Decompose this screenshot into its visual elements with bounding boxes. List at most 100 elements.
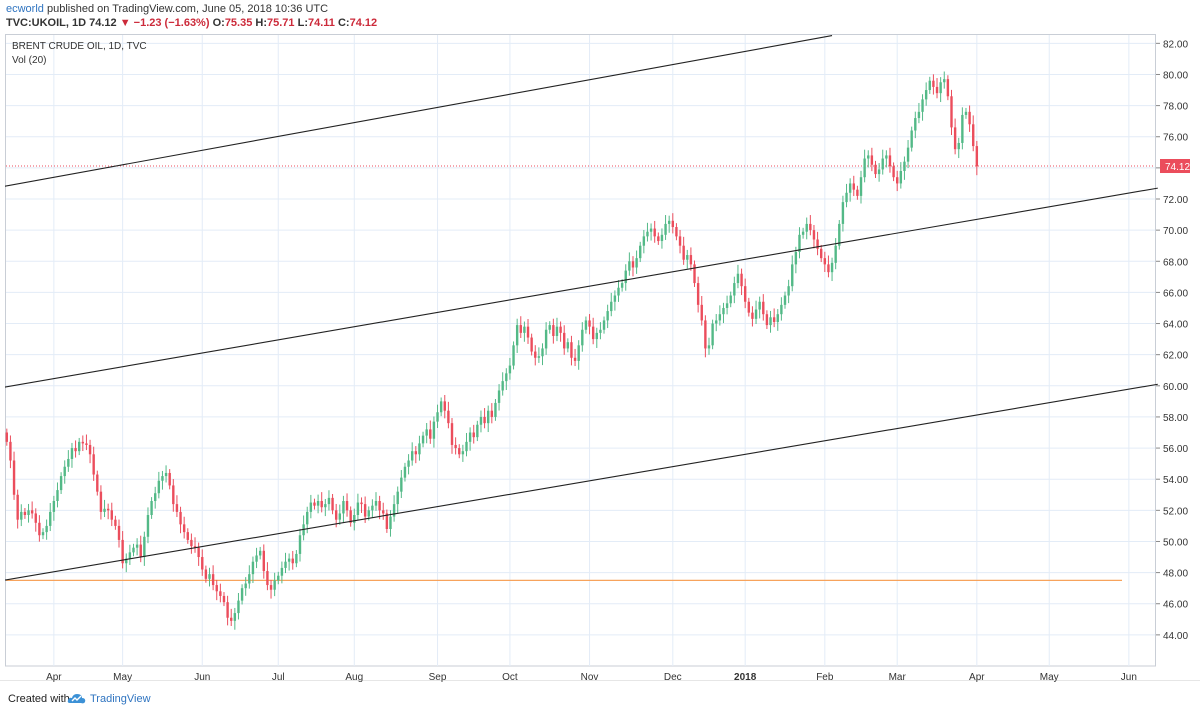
candle-body (838, 223, 841, 246)
y-tick-label: 48.00 (1163, 569, 1188, 580)
candle-body (385, 513, 389, 530)
candle-body (848, 183, 852, 193)
candle-body (914, 118, 917, 131)
volume-indicator-label[interactable]: Vol (20) (12, 55, 47, 66)
candle-body (809, 223, 812, 231)
candle-body (624, 270, 627, 284)
candle-body (295, 553, 298, 564)
candle-body (664, 223, 667, 235)
tradingview-brand-link[interactable]: TradingView (90, 693, 151, 705)
candle-body (106, 508, 110, 511)
candle-body (114, 519, 117, 526)
candle-body (642, 236, 646, 246)
candle-body (421, 435, 425, 444)
candle-body (269, 585, 273, 590)
author-link[interactable]: ecworld (6, 3, 44, 15)
candle-body (508, 365, 512, 374)
down-triangle-icon: ▼ (119, 17, 131, 29)
trendline-lower-channel (3, 383, 1158, 581)
low-value: 74.11 (308, 17, 335, 29)
plot-frame (5, 34, 1156, 667)
candle-body (353, 515, 356, 523)
candle-body (215, 585, 218, 592)
candle-body (515, 325, 519, 346)
candle-body (729, 295, 732, 304)
candle-body (591, 326, 595, 340)
candle-body (27, 510, 30, 516)
candle-body (707, 345, 711, 349)
candle-body (972, 124, 975, 147)
candle-body (175, 504, 179, 512)
high-label: H: (255, 17, 268, 29)
candle-body (924, 90, 928, 100)
candle-body (280, 567, 284, 576)
last-price-badge (1160, 159, 1190, 174)
candle-body (414, 451, 418, 455)
candle-body (856, 189, 859, 196)
candle-body (534, 351, 537, 358)
candle-body (9, 441, 12, 461)
candle-body (859, 177, 863, 196)
candle-body (975, 146, 979, 167)
candle-body (284, 561, 287, 568)
y-tick-label: 76.00 (1163, 133, 1188, 144)
candle-body (16, 494, 19, 520)
last-price-badge-label: 74.12 (1165, 162, 1190, 173)
trendline-upper-channel (3, 35, 833, 188)
candle-body (190, 539, 193, 547)
candle-body (56, 490, 59, 501)
candle-body (483, 416, 486, 424)
candle-body (479, 416, 483, 425)
candle-body (208, 574, 211, 579)
candle-body (718, 314, 722, 321)
candle-body (277, 575, 280, 581)
candle-body (103, 508, 106, 512)
y-tick-label: 58.00 (1163, 413, 1188, 424)
candle-body (877, 169, 881, 175)
candle-body (389, 516, 392, 530)
candle-body (830, 262, 834, 273)
chart-area[interactable] (3, 34, 1161, 670)
candle-body (584, 320, 588, 330)
candle-body (226, 602, 229, 618)
candle-body (816, 239, 819, 249)
candle-body (38, 522, 41, 536)
candle-body (468, 432, 472, 442)
candle-body (266, 571, 269, 586)
candle-body (222, 595, 226, 603)
candle-body (577, 345, 580, 361)
candle-body (711, 323, 714, 346)
candle-body (501, 381, 504, 391)
candle-body (834, 245, 837, 263)
candle-body (447, 410, 450, 424)
candle-body (367, 510, 370, 517)
open-label: O: (212, 17, 225, 29)
candle-body (324, 504, 327, 508)
high-value: 75.71 (267, 17, 295, 29)
price-chart[interactable] (3, 34, 1161, 670)
candle-body (110, 510, 113, 520)
candle-body (961, 114, 964, 143)
candle-body (736, 273, 740, 284)
candle-body (273, 580, 276, 590)
open-value: 75.35 (224, 17, 253, 29)
candle-body (874, 164, 877, 175)
candle-body (704, 320, 707, 349)
candle-body (193, 546, 197, 548)
candle-body (30, 510, 34, 514)
y-tick-label: 52.00 (1163, 506, 1188, 517)
candle-body (896, 177, 899, 184)
y-tick-label: 60.00 (1163, 382, 1188, 393)
y-tick-label: 46.00 (1163, 600, 1188, 611)
candle-body (943, 79, 946, 83)
candle-body (783, 295, 787, 305)
candle-body (675, 227, 678, 237)
candle-body (671, 220, 674, 228)
candle-body (450, 423, 454, 445)
y-tick-label: 68.00 (1163, 257, 1188, 268)
candle-body (885, 155, 888, 159)
candle-body (946, 79, 950, 97)
candle-body (146, 515, 150, 537)
candle-body (392, 504, 396, 517)
candle-body (512, 345, 515, 366)
